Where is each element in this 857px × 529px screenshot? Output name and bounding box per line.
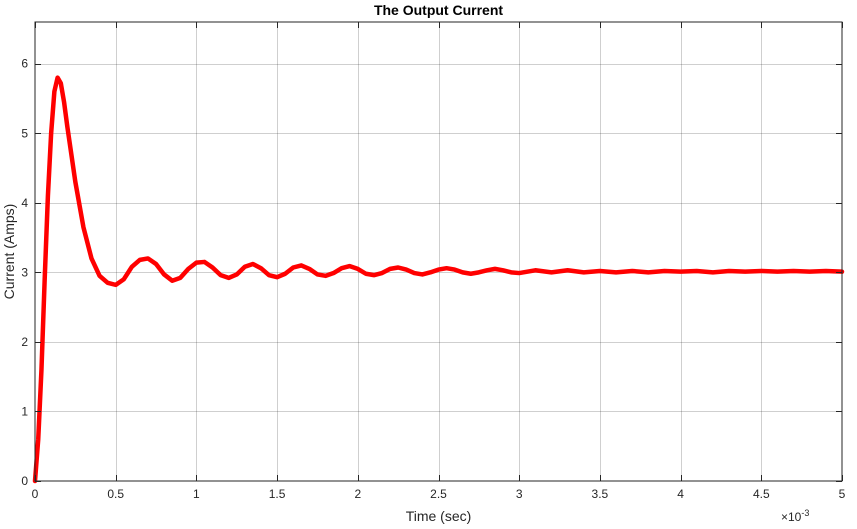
x-tick-label: 0 [32, 487, 39, 501]
x-tick-label: 1 [193, 487, 200, 501]
y-tick-label: 1 [21, 404, 28, 418]
x-tick-label: 5 [839, 487, 846, 501]
plot-border [34, 21, 843, 482]
chart-title: The Output Current [374, 2, 503, 18]
plot-area [35, 22, 842, 481]
x-tick-label: 4.5 [753, 487, 770, 501]
x-exponent-power: -3 [801, 508, 809, 518]
x-tick-label: 1.5 [269, 487, 286, 501]
tick-marks [35, 22, 843, 482]
y-tick-label: 6 [21, 57, 28, 71]
y-axis-label: Current (Amps) [1, 204, 17, 300]
y-tick-label: 4 [21, 196, 28, 210]
x-tick-label: 3 [516, 487, 523, 501]
x-tick-label: 3.5 [592, 487, 609, 501]
x-axis-exponent: ×10-3 [781, 508, 809, 524]
y-tick-label: 3 [21, 265, 28, 279]
tick-labels: 0 0.5 1 1.5 2 2.5 3 3.5 4 4.5 5 0 1 2 3 4 5 6 [21, 57, 845, 501]
x-exponent-base: ×10 [781, 510, 802, 524]
series-layer [32, 75, 845, 484]
series-line-0 [32, 75, 845, 484]
y-tick-label: 5 [21, 126, 28, 140]
x-tick-label: 2.5 [430, 487, 447, 501]
grid-lines [35, 22, 842, 481]
y-tick-label: 0 [21, 474, 28, 488]
x-axis-label: Time (sec) [406, 508, 472, 524]
x-tick-label: 2 [354, 487, 361, 501]
x-tick-label: 0.5 [107, 487, 124, 501]
x-tick-label: 4 [677, 487, 684, 501]
y-tick-label: 2 [21, 335, 28, 349]
